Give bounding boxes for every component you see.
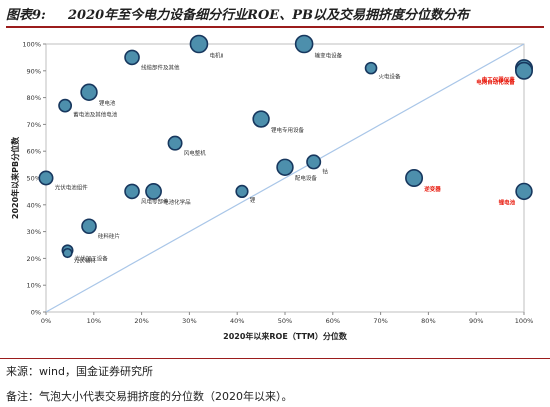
bubble-point bbox=[80, 83, 98, 101]
bubble-point bbox=[124, 49, 140, 66]
bubble-label: 风电零部件 bbox=[141, 197, 169, 205]
bubble-label: 锂电池 bbox=[499, 198, 516, 206]
bubble-point bbox=[306, 154, 322, 170]
bubble-point bbox=[405, 169, 424, 188]
bubble-label: 电网自动化设备 bbox=[476, 78, 515, 86]
bubble-group bbox=[514, 61, 533, 80]
bubble-label: 线缆部件及其他 bbox=[141, 63, 180, 71]
bubble-group bbox=[306, 154, 322, 170]
x-tick-label: 80% bbox=[421, 317, 435, 325]
bubble-point bbox=[38, 170, 54, 186]
bubble-group bbox=[167, 135, 183, 151]
bubble-group bbox=[145, 182, 162, 200]
bubble-point bbox=[276, 158, 294, 176]
reference-diagonal-line bbox=[45, 43, 525, 313]
x-tick-label: 50% bbox=[278, 317, 292, 325]
figure-title-row: 图表9: 2020年至今电力设备细分行业ROE、PB以及交易拥挤度分位数分布 bbox=[6, 4, 544, 28]
bubble-label: 钴 bbox=[322, 168, 328, 176]
bubble-label: 电池化学品 bbox=[163, 198, 191, 206]
y-tick-label: 20% bbox=[27, 255, 41, 263]
source-rule bbox=[0, 358, 550, 359]
bubble-layer bbox=[38, 34, 533, 259]
bubble-group bbox=[364, 61, 378, 75]
reference-line-layer bbox=[45, 43, 525, 313]
bubble-label: 风电整机 bbox=[184, 149, 207, 157]
bubble-group bbox=[276, 158, 294, 176]
figure-title: 2020年至今电力设备细分行业ROE、PB以及交易拥挤度分位数分布 bbox=[68, 8, 469, 23]
y-tick-label: 100% bbox=[22, 41, 41, 49]
bubble-point bbox=[252, 110, 270, 128]
y-tick-label: 30% bbox=[27, 228, 41, 236]
y-tick-label: 40% bbox=[27, 201, 41, 209]
bubble-point bbox=[124, 183, 140, 200]
y-tick-label: 60% bbox=[27, 148, 41, 156]
bubble-point bbox=[62, 247, 73, 259]
bubble-point bbox=[58, 98, 73, 113]
bubble-label: 锂电专用设备 bbox=[271, 126, 305, 134]
y-tick-label: 50% bbox=[27, 175, 41, 183]
bubble-group bbox=[235, 184, 249, 198]
bubble-label: 输变电设备 bbox=[315, 52, 343, 60]
bubble-group bbox=[62, 247, 73, 259]
bubble-point bbox=[514, 61, 533, 80]
bubble-group bbox=[38, 170, 54, 186]
bubble-point bbox=[145, 182, 162, 200]
y-tick-label: 70% bbox=[27, 121, 41, 129]
bubble-label: 锂 bbox=[250, 196, 256, 204]
bubble-point bbox=[515, 182, 533, 201]
x-tick-label: 10% bbox=[87, 317, 101, 325]
bubble-label: 硅料硅片 bbox=[98, 232, 120, 240]
bubble-group bbox=[405, 169, 424, 188]
bubble-group bbox=[124, 49, 140, 66]
bubble-group bbox=[515, 182, 533, 201]
y-tick-label: 10% bbox=[27, 282, 41, 290]
bubble-label: 火电设备 bbox=[379, 73, 402, 81]
bubble-group bbox=[81, 218, 97, 235]
bubble-group bbox=[58, 98, 73, 113]
bubble-label: 蓄电池及其他电池 bbox=[73, 111, 118, 119]
source-text: 来源：wind，国金证券研究所 bbox=[6, 365, 154, 378]
bubble-label: 光伏辅材 bbox=[74, 256, 97, 264]
x-tick-label: 100% bbox=[515, 317, 534, 325]
y-tick-label: 90% bbox=[27, 67, 41, 75]
axis-layer: 0% 10% 20% 30% 40% 50% 60% 70% 80% 90% 100% 0% 10% 20… bbox=[10, 41, 533, 342]
bubble-group bbox=[189, 34, 209, 54]
x-tick-label: 20% bbox=[134, 317, 148, 325]
bubble-point bbox=[294, 34, 314, 54]
bubble-label: 电机Ⅱ bbox=[209, 52, 223, 60]
bubble-chart: 0% 10% 20% 30% 40% 50% 60% 70% 80% 90% 100% 0% 10% 20… bbox=[10, 34, 533, 342]
x-tick-label: 30% bbox=[182, 317, 196, 325]
bubble-label: 锂电池 bbox=[99, 99, 116, 107]
bubble-label: 逆变器 bbox=[424, 185, 441, 193]
y-axis-title: 2020年以来PB分位数 bbox=[10, 136, 20, 219]
bubble-group bbox=[294, 34, 314, 54]
bubble-label: 光伏加工设备 bbox=[75, 255, 109, 263]
bubble-point bbox=[364, 61, 378, 75]
note-text: 备注：气泡大小代表交易拥挤度的分位数（2020年以来）。 bbox=[6, 390, 293, 403]
bubble-label: 光伏电池组件 bbox=[55, 184, 89, 192]
bubble-group bbox=[80, 83, 98, 101]
bubble-point bbox=[167, 135, 183, 151]
y-tick-label: 0% bbox=[31, 309, 41, 317]
bubble-label: 配电设备 bbox=[295, 174, 318, 182]
x-axis-title: 2020年以来ROE（TTM）分位数 bbox=[223, 331, 348, 341]
bubble-group bbox=[124, 183, 140, 200]
bubble-point bbox=[81, 218, 97, 235]
y-tick-label: 80% bbox=[27, 94, 41, 102]
title-rule bbox=[6, 26, 544, 28]
x-tick-label: 60% bbox=[326, 317, 340, 325]
bubble-point bbox=[235, 184, 249, 198]
bubble-point bbox=[189, 34, 209, 54]
x-tick-label: 70% bbox=[373, 317, 387, 325]
label-layer: 光伏电池组件蓄电池及其他电池锂电池硅料硅片光伏加工设备光伏辅材线缆部件及其他风电… bbox=[55, 52, 516, 265]
bubble-group bbox=[252, 110, 270, 128]
x-tick-label: 40% bbox=[230, 317, 244, 325]
x-tick-label: 0% bbox=[41, 317, 51, 325]
bubble-label: 电工仪器仪表 bbox=[482, 75, 516, 83]
x-tick-label: 90% bbox=[469, 317, 483, 325]
figure-number: 图表9: bbox=[6, 8, 46, 23]
